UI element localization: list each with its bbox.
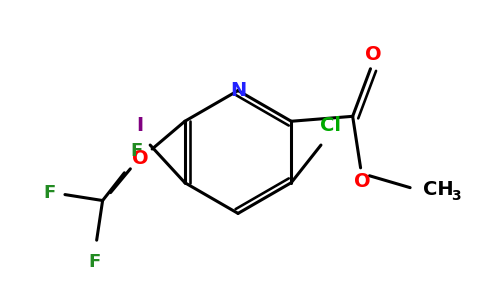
Text: F: F — [43, 184, 55, 202]
Text: N: N — [230, 81, 246, 100]
Text: I: I — [136, 116, 144, 135]
Text: F: F — [89, 253, 101, 271]
Text: CH: CH — [423, 180, 454, 199]
Text: Cl: Cl — [320, 116, 341, 135]
Text: 3: 3 — [451, 189, 460, 202]
Text: F: F — [130, 142, 142, 160]
Text: O: O — [354, 172, 371, 191]
Text: O: O — [132, 149, 149, 168]
Text: O: O — [365, 45, 382, 64]
